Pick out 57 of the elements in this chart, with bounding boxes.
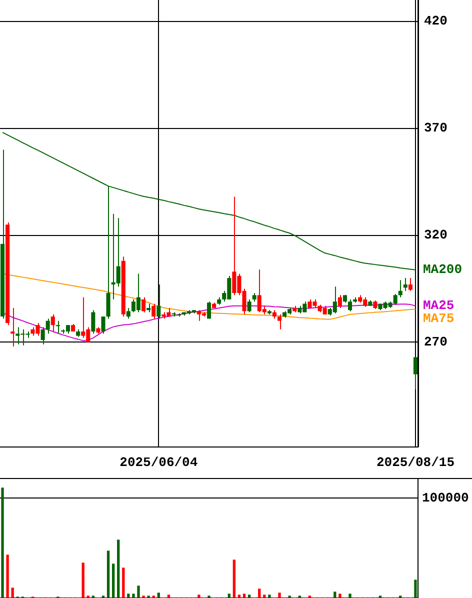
- candlestick: [338, 294, 342, 308]
- series-label: MA200: [423, 262, 462, 278]
- y-tick-label: 320: [424, 228, 448, 243]
- candlestick: [56, 320, 60, 334]
- x-tick-label: 2025/08/15: [376, 455, 455, 470]
- bar: [258, 588, 261, 598]
- candlestick: [40, 326, 45, 345]
- candlestick: [403, 278, 408, 292]
- bar: [167, 594, 170, 598]
- x-tick-label: 2025/06/04: [120, 455, 198, 470]
- bar: [278, 592, 281, 598]
- candlestick: [101, 316, 106, 334]
- bar: [112, 564, 115, 598]
- candlestick: [10, 307, 15, 347]
- candlestick: [247, 298, 252, 313]
- candlestick: [126, 307, 130, 320]
- bar: [232, 560, 236, 598]
- bar: [106, 550, 110, 598]
- candlestick: [91, 310, 96, 334]
- candlestick: [413, 356, 418, 390]
- series-label: MA75: [423, 311, 454, 326]
- bar: [127, 594, 130, 598]
- series-label: MA25: [423, 298, 454, 314]
- bar: [82, 562, 84, 598]
- bar: [198, 594, 200, 598]
- bar: [1, 488, 4, 598]
- bar: [338, 594, 342, 598]
- bar: [228, 594, 230, 598]
- bar: [117, 540, 120, 598]
- bar: [263, 594, 266, 598]
- y-tick-label: 100000: [422, 490, 470, 506]
- candlestick: [142, 296, 146, 313]
- candlestick: [46, 318, 50, 334]
- bar: [248, 594, 251, 598]
- bar: [157, 592, 160, 598]
- bar: [137, 586, 140, 598]
- bar: [6, 554, 9, 598]
- bar: [348, 594, 352, 598]
- candlestick: [277, 314, 282, 330]
- bar: [268, 594, 271, 598]
- candlestick: [398, 280, 402, 298]
- bar: [132, 594, 135, 598]
- candlestick: [152, 303, 156, 320]
- bar: [414, 580, 417, 598]
- candlestick: [156, 284, 161, 320]
- bar: [122, 568, 125, 598]
- bar: [242, 594, 246, 598]
- y-tick-label: 270: [424, 334, 448, 350]
- candlestick: [50, 314, 55, 332]
- candlestick: [408, 278, 412, 292]
- bar: [11, 588, 14, 598]
- bar: [238, 594, 241, 598]
- candlestick: [348, 298, 352, 312]
- bar: [334, 592, 336, 598]
- y-tick-label: 370: [424, 120, 448, 136]
- y-tick-label: 420: [424, 14, 448, 29]
- candlestick: [206, 301, 212, 320]
